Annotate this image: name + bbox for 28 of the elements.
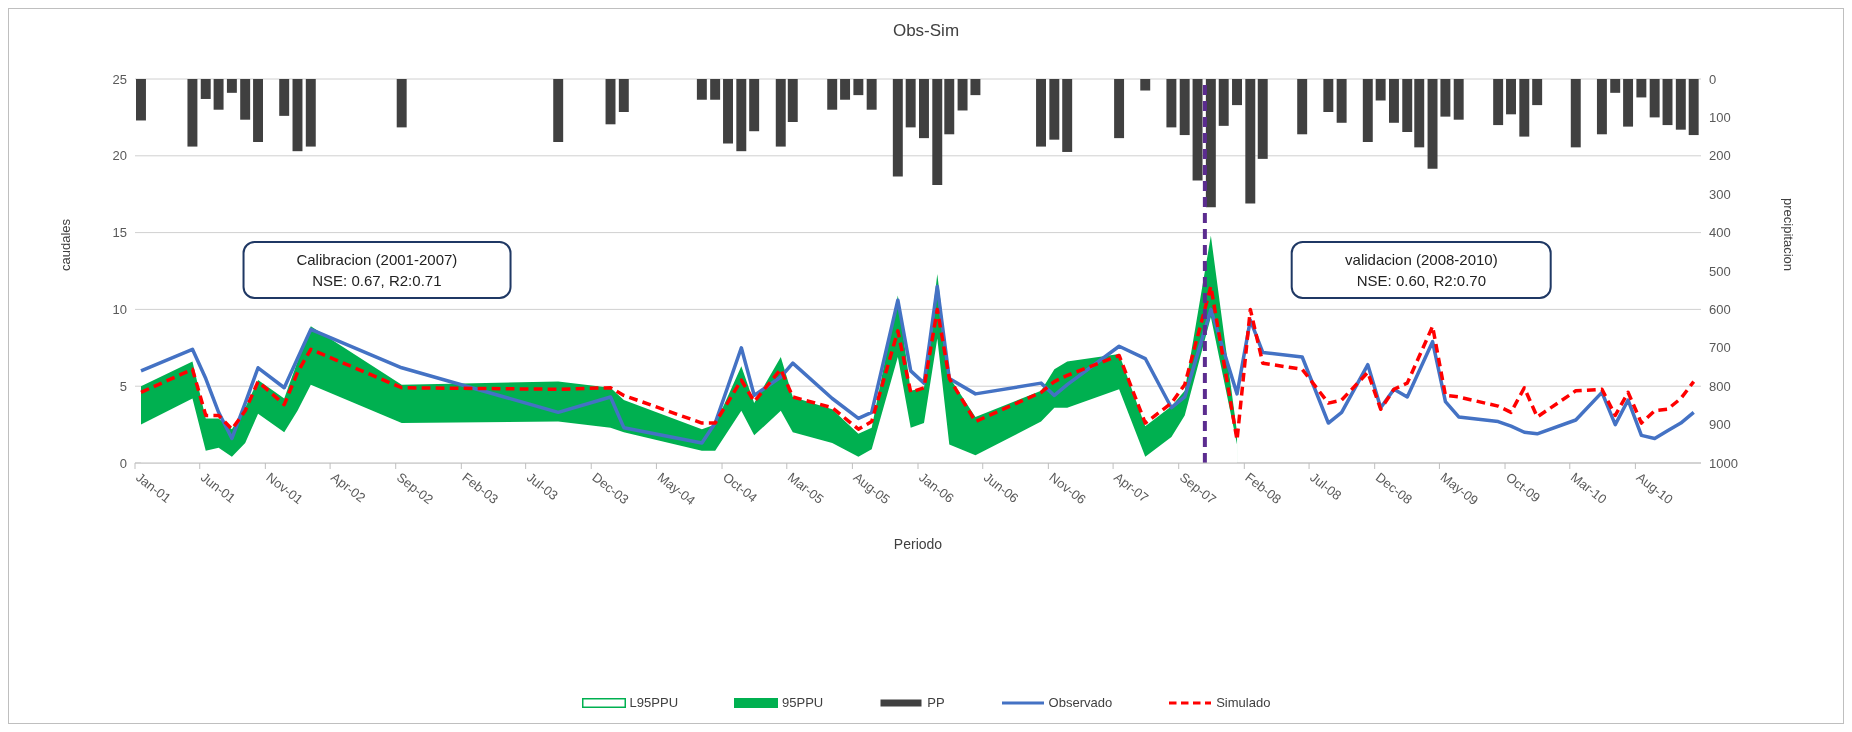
- legend-label: Simulado: [1216, 695, 1271, 710]
- y2-tick-label: 100: [1709, 110, 1731, 126]
- y2-tick-label: 0: [1709, 71, 1717, 87]
- y2-tick-label: 200: [1709, 148, 1731, 164]
- y-tick-label: 10: [112, 302, 127, 318]
- y-tick-label: 20: [112, 148, 127, 164]
- legend-label: PP: [927, 695, 945, 710]
- y-tick-label: 5: [119, 378, 127, 394]
- y2-tick-label: 700: [1709, 340, 1731, 356]
- y-tick-label: 25: [112, 71, 127, 87]
- x-axis-title: Periodo: [893, 535, 943, 552]
- y-axis-title: caudales: [57, 218, 73, 271]
- annotation: Calibracion (2001-2007) NSE: 0.67, R2:0.71: [296, 250, 458, 291]
- annotation: validacion (2008-2010) NSE: 0.60, R2:0.70: [1345, 250, 1498, 291]
- y-tick-label: 0: [119, 455, 127, 471]
- legend-label: 95PPU: [782, 695, 824, 710]
- y2-tick-label: 800: [1709, 378, 1731, 394]
- y2-axis-title: precipitacion: [1781, 198, 1797, 271]
- y2-tick-label: 400: [1709, 225, 1731, 241]
- y2-tick-label: 300: [1709, 186, 1731, 202]
- y-tick-label: 15: [112, 225, 127, 241]
- y2-tick-label: 900: [1709, 417, 1731, 433]
- y2-tick-label: 500: [1709, 263, 1731, 279]
- chart-title: Obs-Sim: [891, 21, 961, 41]
- y2-tick-label: 1000: [1709, 455, 1738, 471]
- y2-tick-label: 600: [1709, 302, 1731, 318]
- legend-label: L95PPU: [629, 695, 679, 710]
- legend-label: Observado: [1048, 695, 1113, 710]
